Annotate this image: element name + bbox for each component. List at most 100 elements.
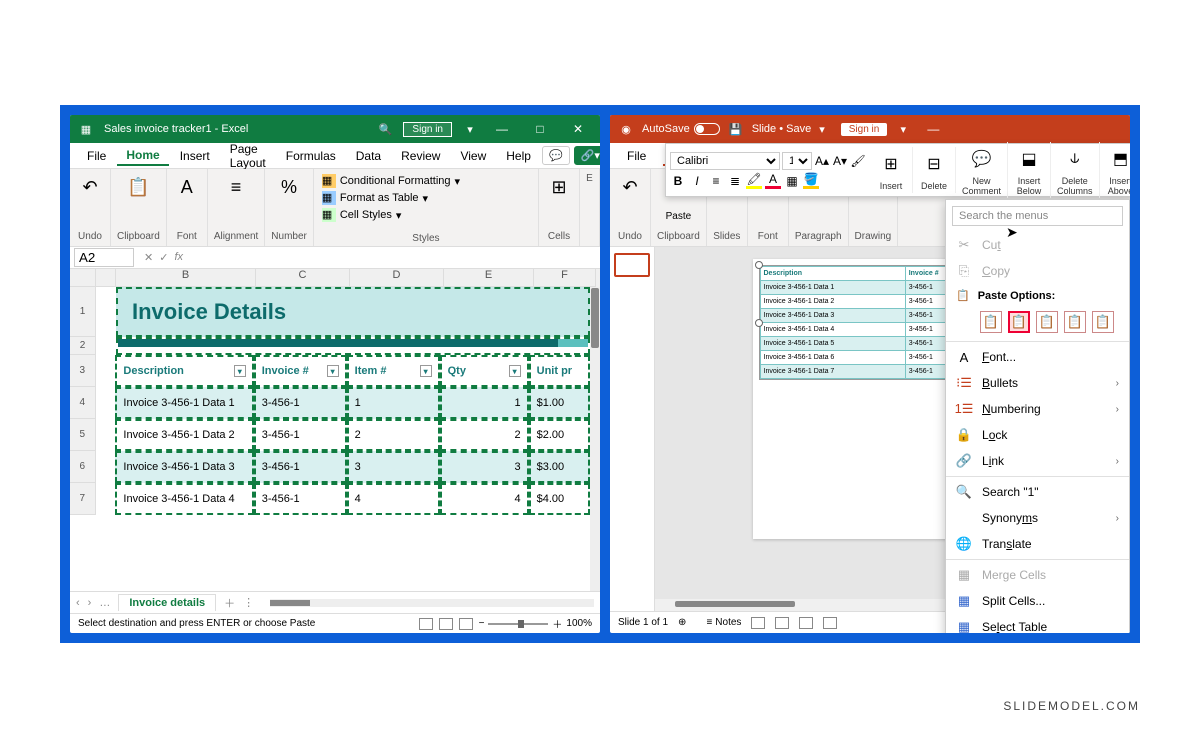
table-row[interactable]: 7Invoice 3-456-1 Data 43-456-144$4.00	[70, 483, 590, 515]
filter-icon[interactable]: ▾	[327, 365, 339, 377]
menu-search-input[interactable]: Search the menus	[952, 206, 1123, 226]
signin-button[interactable]: Sign in	[403, 122, 452, 137]
slideshow-view-icon[interactable]	[823, 617, 837, 629]
delete-columns-button[interactable]: ⫝	[1060, 144, 1090, 174]
normal-view-icon[interactable]	[751, 617, 765, 629]
add-sheet-button[interactable]: ＋	[224, 595, 235, 611]
maximize-button[interactable]: □	[526, 122, 554, 136]
resize-handle[interactable]	[755, 319, 763, 327]
font-size-select[interactable]: 11	[782, 152, 812, 170]
menu-font[interactable]: AFont...	[946, 344, 1129, 370]
undo-icon[interactable]: ↶	[76, 173, 104, 201]
zoom-in-button[interactable]: ＋	[552, 616, 562, 631]
zoom-level[interactable]: 100%	[566, 618, 592, 629]
menu-synonyms[interactable]: Synonyms›	[946, 505, 1129, 531]
slide-thumbnail[interactable]	[614, 253, 650, 277]
insert-above-button[interactable]: ⬒	[1106, 144, 1130, 174]
filter-icon[interactable]: ▾	[234, 365, 246, 377]
sheet-nav-next[interactable]: ›	[88, 597, 92, 609]
insert-button[interactable]: ⊞	[876, 149, 906, 179]
format-as-table-button[interactable]: ▦Format as Table ▾	[322, 191, 428, 205]
accessibility-icon[interactable]: ⊕	[678, 617, 686, 628]
zoom-slider[interactable]	[488, 623, 548, 625]
vertical-scrollbar[interactable]	[590, 287, 600, 591]
new-comment-button[interactable]: 💬	[967, 144, 997, 174]
header-invoice[interactable]: Invoice #▾	[254, 355, 347, 387]
table-row[interactable]: 5Invoice 3-456-1 Data 23-456-122$2.00	[70, 419, 590, 451]
save-icon[interactable]: 💾	[728, 121, 744, 137]
header-price[interactable]: Unit pr	[529, 355, 590, 387]
autosave-toggle[interactable]: AutoSave	[642, 123, 720, 135]
menu-search[interactable]: 🔍Search "1"	[946, 479, 1129, 505]
highlight-icon[interactable]: 🖍	[746, 173, 762, 189]
ppt-tab-file[interactable]: File	[618, 147, 655, 165]
menu-link[interactable]: 🔗Link›	[946, 448, 1129, 474]
col-B[interactable]: B	[116, 269, 256, 287]
zoom-out-button[interactable]: −	[479, 618, 485, 629]
menu-bullets[interactable]: ⁝☰Bullets›	[946, 370, 1129, 396]
tab-home[interactable]: Home	[117, 146, 168, 166]
cell-styles-button[interactable]: ▦Cell Styles ▾	[322, 208, 402, 222]
ppt-minimize-button[interactable]: —	[919, 122, 947, 136]
menu-translate[interactable]: 🌐Translate	[946, 531, 1129, 557]
increase-font-icon[interactable]: A▴	[814, 153, 830, 169]
cancel-formula-icon[interactable]: ✕	[144, 251, 153, 264]
close-button[interactable]: ✕	[564, 122, 592, 136]
conditional-formatting-button[interactable]: ▦Conditional Formatting ▾	[322, 174, 460, 188]
title-cell[interactable]: Invoice Details	[116, 287, 590, 337]
tab-help[interactable]: Help	[497, 147, 540, 165]
sheet-nav-more[interactable]: …	[99, 597, 110, 609]
paste-picture-icon[interactable]: 📋	[1064, 311, 1086, 333]
share-button[interactable]: 🔗▾	[574, 146, 600, 165]
menu-lock[interactable]: 🔒Lock	[946, 422, 1129, 448]
tab-insert[interactable]: Insert	[171, 147, 219, 165]
comments-button[interactable]: 💬	[542, 146, 570, 165]
sheet-tab[interactable]: Invoice details	[118, 594, 216, 611]
insert-below-button[interactable]: ⬓	[1014, 144, 1044, 174]
tab-page-layout[interactable]: Page Layout	[221, 140, 275, 172]
tab-formulas[interactable]: Formulas	[277, 147, 345, 165]
sheet-nav-prev[interactable]: ‹	[76, 597, 80, 609]
header-item[interactable]: Item #▾	[347, 355, 440, 387]
border-icon[interactable]: ▦	[784, 173, 800, 189]
paste-text-only-icon[interactable]: 📋	[1092, 311, 1114, 333]
decrease-font-icon[interactable]: A▾	[832, 153, 848, 169]
paste-icon[interactable]: 📋	[124, 173, 152, 201]
col-F[interactable]: F	[534, 269, 596, 287]
number-icon[interactable]: %	[275, 173, 303, 201]
delete-button[interactable]: ⊟	[919, 149, 949, 179]
fx-icon[interactable]: fx	[174, 251, 183, 264]
page-break-view-icon[interactable]	[459, 618, 473, 630]
tab-view[interactable]: View	[451, 147, 495, 165]
alignment-icon[interactable]: ≡	[222, 173, 250, 201]
ppt-signin-button[interactable]: Sign in	[841, 123, 888, 136]
name-box[interactable]	[74, 248, 134, 267]
notes-button[interactable]: ≡ Notes	[706, 617, 741, 628]
menu-select-table[interactable]: ▦Select Table	[946, 614, 1129, 633]
align-center-icon[interactable]: ≣	[727, 173, 743, 189]
enter-formula-icon[interactable]: ✓	[159, 251, 168, 264]
tab-file[interactable]: File	[78, 147, 115, 165]
align-left-icon[interactable]: ≡	[708, 173, 724, 189]
font-name-select[interactable]: Calibri	[670, 152, 780, 170]
font-color-icon[interactable]: A	[765, 173, 781, 189]
font-icon[interactable]: A	[173, 173, 201, 201]
worksheet[interactable]: B C D E F 1 Invoice Details 2 3 De	[70, 269, 600, 591]
filter-icon[interactable]: ▾	[509, 365, 521, 377]
bold-icon[interactable]: B	[670, 173, 686, 189]
menu-split-cells[interactable]: ▦Split Cells...	[946, 588, 1129, 614]
reading-view-icon[interactable]	[799, 617, 813, 629]
minimize-button[interactable]: —	[488, 122, 516, 136]
format-painter-icon[interactable]: 🖌	[850, 153, 866, 169]
fill-color-icon[interactable]: 🪣	[803, 173, 819, 189]
cells-icon[interactable]: ⊞	[545, 173, 573, 201]
ppt-ribbon-display-icon[interactable]: ▾	[895, 121, 911, 137]
horizontal-scrollbar[interactable]	[270, 599, 594, 607]
col-E[interactable]: E	[444, 269, 534, 287]
header-description[interactable]: Description▾	[115, 355, 253, 387]
table-row[interactable]: 6Invoice 3-456-1 Data 33-456-133$3.00	[70, 451, 590, 483]
paste-embed-icon[interactable]: 📋	[1036, 311, 1058, 333]
ribbon-display-icon[interactable]: ▾	[462, 121, 478, 137]
tab-data[interactable]: Data	[347, 147, 390, 165]
filter-icon[interactable]: ▾	[420, 365, 432, 377]
